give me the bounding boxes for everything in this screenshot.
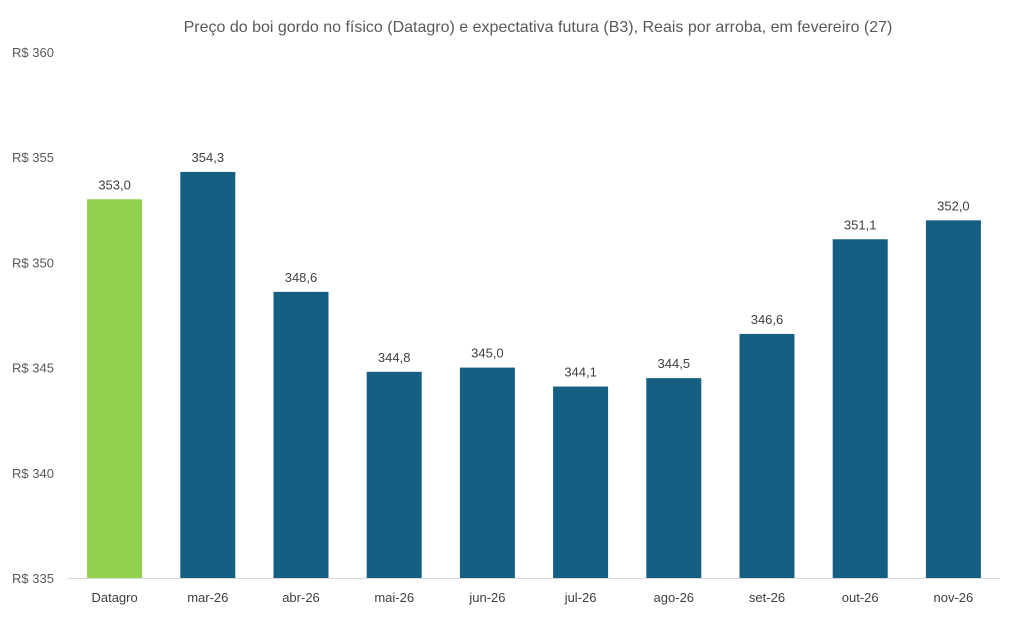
bar-out-26 xyxy=(832,239,888,579)
y-axis: R$ 335 R$ 340 R$ 345 R$ 350 R$ 355 R$ 360 xyxy=(12,45,54,586)
data-label: 345,0 xyxy=(471,346,504,361)
data-label: 344,5 xyxy=(658,356,691,371)
bar-datagro xyxy=(87,199,143,578)
bar-set-26 xyxy=(739,333,795,578)
x-tick-label: out-26 xyxy=(842,590,879,605)
y-tick-label: R$ 360 xyxy=(12,45,54,60)
x-tick-label: mar-26 xyxy=(187,590,228,605)
data-label: 344,1 xyxy=(564,365,597,380)
bar-ago-26 xyxy=(646,378,702,578)
bar-nov-26 xyxy=(925,220,981,578)
data-label: 346,6 xyxy=(751,312,784,327)
x-tick-label: jun-26 xyxy=(468,590,505,605)
x-tick-label: Datagro xyxy=(91,590,137,605)
data-labels: 353,0 354,3 348,6 344,8 345,0 344,1 344,5 346,6… xyxy=(98,150,969,380)
chart-title: Preço do boi gordo no físico (Datagro) e… xyxy=(184,19,893,36)
y-tick-label: R$ 335 xyxy=(12,571,54,586)
data-label: 352,0 xyxy=(937,198,970,213)
x-tick-label: ago-26 xyxy=(654,590,694,605)
bars xyxy=(87,171,981,579)
x-axis: Datagro mar-26 abr-26 mai-26 jun-26 jul-26 ago… xyxy=(68,578,1000,605)
y-tick-label: R$ 340 xyxy=(12,466,54,481)
bar-jul-26 xyxy=(553,386,609,578)
data-label: 351,1 xyxy=(844,217,877,232)
x-tick-label: nov-26 xyxy=(934,590,974,605)
x-tick-label: mai-26 xyxy=(374,590,414,605)
x-tick-label: jul-26 xyxy=(564,590,597,605)
data-label: 348,6 xyxy=(285,270,318,285)
bar-mar-26 xyxy=(180,171,236,579)
y-tick-label: R$ 350 xyxy=(12,255,54,270)
bar-abr-26 xyxy=(273,291,329,578)
data-label: 344,8 xyxy=(378,350,411,365)
bar-jun-26 xyxy=(459,367,515,578)
y-tick-label: R$ 355 xyxy=(12,150,54,165)
x-tick-label: set-26 xyxy=(749,590,785,605)
x-tick-label: abr-26 xyxy=(282,590,320,605)
data-label: 354,3 xyxy=(192,150,225,165)
y-tick-label: R$ 345 xyxy=(12,361,54,376)
bar-mai-26 xyxy=(366,371,422,578)
data-label: 353,0 xyxy=(98,177,131,192)
